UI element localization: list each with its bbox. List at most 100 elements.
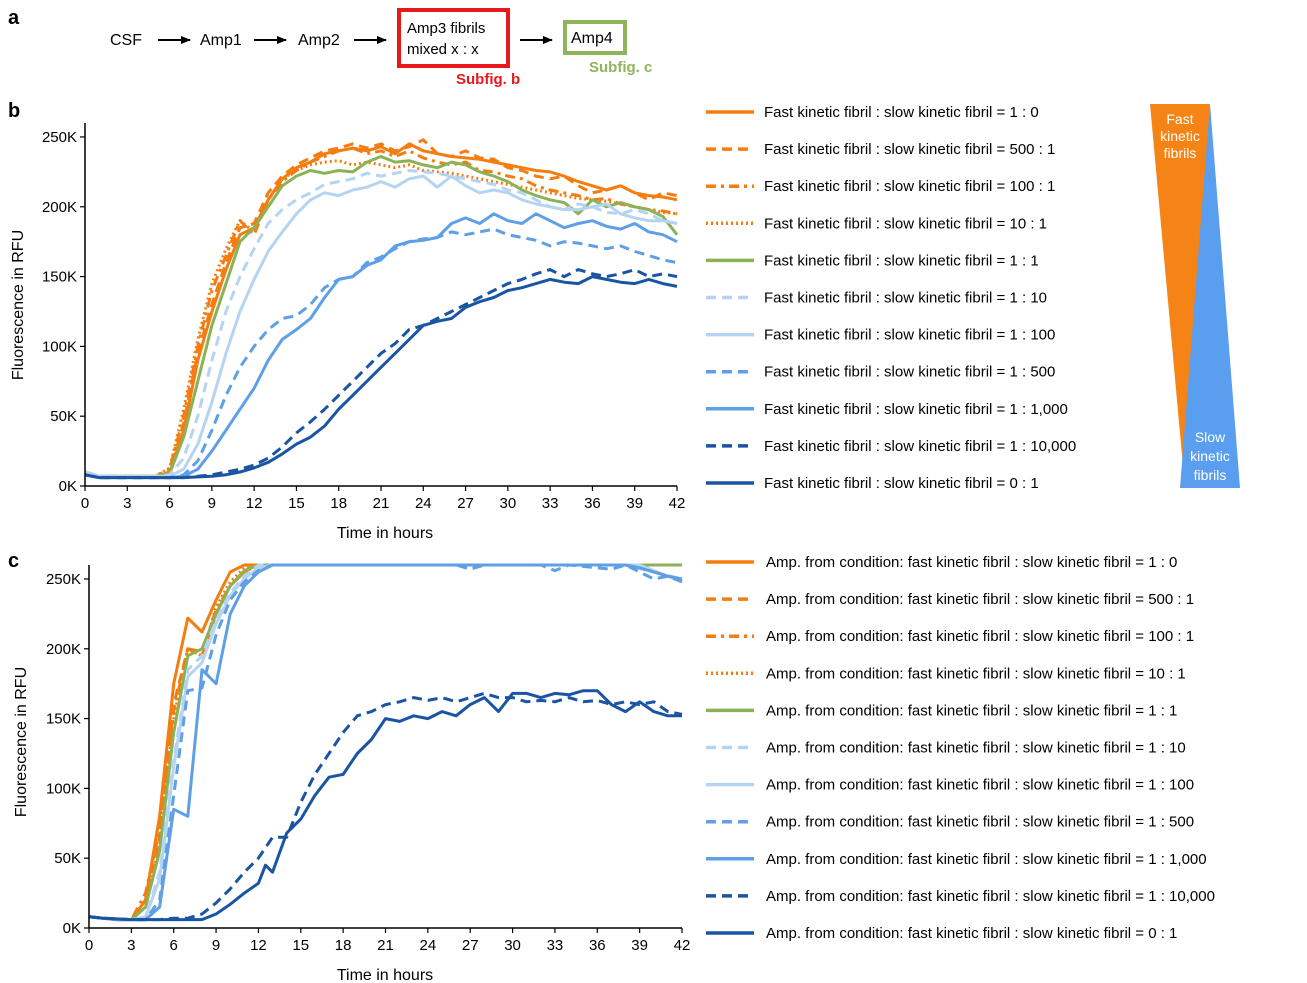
chart-b-legend: Fast kinetic fibril : slow kinetic fibri… [706, 104, 1076, 492]
chart-b-series-line [84, 275, 678, 480]
chart-c-x-tick-label: 3 [127, 937, 135, 954]
chart-c-legend-label: Amp. from condition: fast kinetic fibril… [766, 591, 1194, 608]
chart-b-series [84, 138, 679, 480]
chart-b-x-tick-label: 42 [669, 495, 686, 512]
chart-c-x-tick-label: 36 [589, 937, 606, 954]
chart-c-series-line [88, 689, 682, 922]
chart-c-x-tick-label: 30 [504, 937, 521, 954]
fast-fibrils-triangle [1150, 104, 1210, 488]
chart-b-series-line [84, 142, 678, 478]
amp3-box [397, 8, 510, 68]
chart-b-series-line [84, 138, 678, 478]
chart-c-legend-label: Amp. from condition: fast kinetic fibril… [766, 554, 1177, 571]
chart-b-x-tick-label: 15 [288, 495, 305, 512]
amp4-box [563, 20, 627, 55]
chart-c-legend-label: Amp. from condition: fast kinetic fibril… [766, 702, 1177, 719]
fast-label-line3: fibrils [1164, 145, 1197, 161]
chart-c: 0 3 6 9 12 15 18 21 24 27 30 33 36 39 420K50K100K150K2… [13, 554, 1215, 983]
chart-b-legend-label: Fast kinetic fibril : slow kinetic fibri… [764, 141, 1055, 158]
slow-label-line2: kinetic [1190, 448, 1230, 464]
chart-c-x-tick-label: 0 [85, 937, 93, 954]
schematic-step-amp2: Amp2 [298, 32, 340, 49]
subfig-b-tag: Subfig. b [456, 71, 520, 88]
chart-b-legend-label: Fast kinetic fibril : slow kinetic fibri… [764, 475, 1039, 492]
chart-b-legend-label: Fast kinetic fibril : slow kinetic fibri… [764, 438, 1076, 455]
chart-b-series-line [84, 169, 678, 478]
chart-b-legend-label: Fast kinetic fibril : slow kinetic fibri… [764, 215, 1047, 232]
schematic-step-amp1: Amp1 [200, 32, 242, 49]
panel-label-c: c [8, 550, 19, 572]
chart-c-x-tick-label: 12 [250, 937, 267, 954]
chart-b-legend-label: Fast kinetic fibril : slow kinetic fibri… [764, 104, 1039, 121]
chart-c-legend-label: Amp. from condition: fast kinetic fibril… [766, 925, 1177, 942]
chart-b-x-tick-label: 18 [330, 495, 347, 512]
chart-c-ticks: 0 3 6 9 12 15 18 21 24 27 30 33 36 39 420K50K100K150K2… [46, 571, 690, 954]
chart-b-x-tick-label: 36 [584, 495, 601, 512]
chart-c-legend-label: Amp. from condition: fast kinetic fibril… [766, 814, 1194, 831]
chart-b-ticks: 0 3 6 9 12 15 18 21 24 27 30 33 36 39 420K50K100K150K2… [42, 129, 685, 512]
chart-c-x-tick-label: 18 [335, 937, 352, 954]
chart-c-y-tick-label: 150K [46, 711, 81, 728]
subfig-c-tag: Subfig. c [589, 59, 652, 76]
chart-b-series-line [84, 155, 679, 478]
chart-b-legend-label: Fast kinetic fibril : slow kinetic fibri… [764, 327, 1055, 344]
chart-c-x-tick-label: 24 [420, 937, 437, 954]
chart-c-legend-label: Amp. from condition: fast kinetic fibril… [766, 888, 1215, 905]
chart-c-x-tick-label: 39 [631, 937, 648, 954]
chart-b-x-tick-label: 9 [208, 495, 216, 512]
chart-b-series-line [84, 174, 678, 478]
chart-b-y-tick-label: 0K [59, 478, 77, 495]
chart-b-x-tick-label: 21 [373, 495, 390, 512]
chart-b-y-tick-label: 200K [42, 199, 77, 216]
chart-b-series-line [84, 268, 678, 480]
amp3-label-line2: mixed x : x [407, 41, 479, 58]
chart-b-series-line [84, 227, 678, 480]
chart-c-series-line [88, 563, 683, 922]
slow-label-line1: Slow [1195, 429, 1226, 445]
chart-c-x-tick-label: 15 [292, 937, 309, 954]
chart-b: 0 3 6 9 12 15 18 21 24 27 30 33 36 39 420K50K100K150K2… [10, 104, 1076, 542]
schematic: CSF Amp1 Amp2 Amp3 fibrils mixed x : x S… [110, 8, 652, 88]
chart-c-y-tick-label: 250K [46, 571, 81, 588]
chart-c-y-tick-label: 0K [63, 920, 81, 937]
chart-b-x-tick-label: 33 [542, 495, 559, 512]
chart-b-ylabel: Fluorescence in RFU [10, 230, 27, 380]
chart-c-y-tick-label: 100K [46, 780, 81, 797]
chart-b-legend-label: Fast kinetic fibril : slow kinetic fibri… [764, 364, 1055, 381]
chart-c-series [88, 563, 683, 922]
chart-b-x-tick-label: 30 [500, 495, 517, 512]
chart-c-x-tick-label: 27 [462, 937, 479, 954]
fast-label-line1: Fast [1166, 111, 1193, 127]
chart-b-series-line [84, 159, 678, 478]
slow-fibrils-triangle [1180, 104, 1240, 488]
chart-b-legend-label: Fast kinetic fibril : slow kinetic fibri… [764, 252, 1039, 269]
chart-c-x-tick-label: 6 [170, 937, 178, 954]
chart-b-y-tick-label: 250K [42, 129, 77, 146]
panel-label-b: b [8, 100, 20, 122]
chart-c-ylabel: Fluorescence in RFU [13, 667, 30, 817]
chart-b-x-tick-label: 27 [457, 495, 474, 512]
chart-b-x-tick-label: 24 [415, 495, 432, 512]
amp4-label: Amp4 [571, 30, 613, 47]
chart-b-x-tick-label: 3 [123, 495, 131, 512]
chart-b-y-tick-label: 100K [42, 338, 77, 355]
fast-slow-gradient-graphic: Fast kinetic fibrils Slow kinetic fibril… [1150, 104, 1240, 488]
chart-b-legend-label: Fast kinetic fibril : slow kinetic fibri… [764, 290, 1047, 307]
chart-c-x-tick-label: 42 [674, 937, 691, 954]
chart-c-series-line [88, 691, 683, 922]
chart-b-y-tick-label: 50K [50, 408, 77, 425]
chart-c-x-tick-label: 21 [377, 937, 394, 954]
chart-b-y-tick-label: 150K [42, 269, 77, 286]
chart-b-x-tick-label: 0 [81, 495, 89, 512]
chart-c-x-tick-label: 33 [547, 937, 564, 954]
chart-b-xlabel: Time in hours [337, 525, 433, 542]
chart-b-legend-label: Fast kinetic fibril : slow kinetic fibri… [764, 178, 1055, 195]
fast-label-line2: kinetic [1160, 128, 1200, 144]
panel-label-a: a [8, 7, 20, 29]
chart-b-series-line [84, 212, 678, 480]
chart-c-x-tick-label: 9 [212, 937, 220, 954]
chart-b-x-tick-label: 39 [626, 495, 643, 512]
chart-b-series-line [84, 146, 678, 478]
chart-b-legend-label: Fast kinetic fibril : slow kinetic fibri… [764, 401, 1068, 418]
